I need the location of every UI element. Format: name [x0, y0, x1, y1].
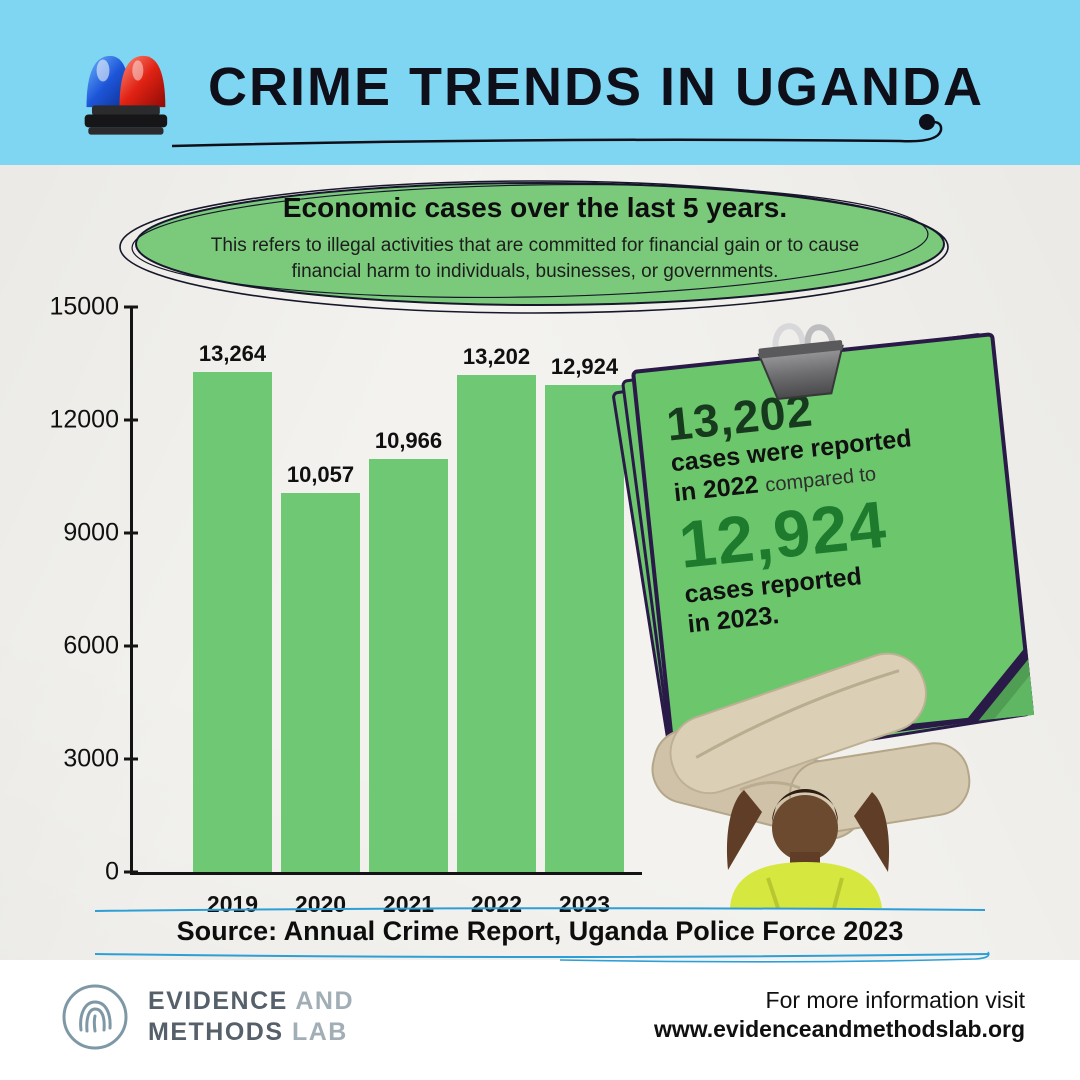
bar-column-2023: 12,924 2023 [545, 307, 624, 917]
header-banner: CRIME TRENDS IN UGANDA [0, 0, 1080, 165]
bar-value-label: 13,202 [462, 343, 531, 369]
x-axis-label: 2020 [294, 891, 347, 917]
bar-column-2020: 10,057 2020 [281, 307, 360, 917]
page-title: CRIME TRENDS IN UGANDA [208, 57, 985, 117]
x-axis-label: 2021 [382, 891, 435, 917]
y-axis-tick-mark [124, 531, 138, 535]
chart-subtitle: This refers to illegal activities that a… [210, 235, 860, 282]
source-divider-top [94, 907, 986, 912]
footer: EVIDENCE AND METHODS LAB For more inform… [0, 960, 1080, 1080]
bar-column-2021: 10,966 2021 [369, 307, 448, 917]
chart-title: Economic cases over the last 5 years. [282, 192, 788, 223]
y-axis-tick-label: 9000 [63, 518, 119, 547]
x-axis-label: 2019 [206, 891, 259, 917]
bar-2019 [193, 372, 272, 872]
website-url: www.evidenceandmethodslab.org [653, 1016, 1025, 1042]
bar-chart-plot: 13,264 2019 10,057 2020 10,966 2021 13,202 2022… [49, 293, 642, 917]
bar-column-2019: 13,264 2019 [193, 307, 272, 917]
logo-word: EVIDENCE [148, 987, 288, 1015]
bar-value-label: 13,264 [198, 341, 267, 367]
bar-2023 [545, 385, 624, 872]
x-axis-label: 2022 [470, 891, 523, 917]
x-axis-label: 2023 [558, 891, 611, 917]
y-axis-tick-mark [124, 870, 138, 874]
y-axis-tick-label: 12000 [49, 405, 119, 434]
bar-2021 [369, 458, 448, 872]
y-axis-tick-mark [124, 418, 138, 422]
y-axis-tick-mark [124, 757, 138, 761]
y-axis-tick-label: 0 [105, 857, 119, 886]
chart-title-badge: Economic cases over the last 5 years. Th… [110, 170, 960, 325]
y-axis-tick-label: 3000 [63, 744, 119, 773]
bar-value-label: 12,924 [550, 354, 619, 380]
source-divider-bottom [94, 951, 990, 963]
y-axis-tick-label: 15000 [49, 292, 119, 321]
evidence-methods-lab-logo: EVIDENCE AND METHODS LAB [148, 986, 354, 1048]
logo-word-light: AND [295, 987, 355, 1015]
fingerprint-logo-icon [62, 984, 128, 1050]
logo-word: METHODS [148, 1018, 284, 1046]
page-curl [964, 645, 1035, 723]
highlight-note: 13,202 cases were reported in 2022 compa… [611, 323, 1035, 773]
y-axis-tick-mark [124, 644, 138, 648]
y-axis-tick-label: 6000 [63, 631, 119, 660]
more-info-text: For more information visit [765, 987, 1025, 1013]
binder-clip-icon [757, 323, 844, 401]
man-carrying-sacks-photo [651, 652, 971, 908]
y-axis-tick-mark [124, 305, 138, 309]
badge-ellipse-shape [119, 180, 949, 314]
bar-2020 [281, 493, 360, 872]
note-page: 13,202 cases were reported in 2022 compa… [630, 331, 1035, 754]
bar-2022 [457, 374, 536, 872]
bar-value-label: 10,966 [374, 427, 443, 453]
logo-word-light: LAB [291, 1018, 348, 1046]
bar-chart-bars: 13,264 2019 10,057 2020 10,966 2021 13,202 2022… [133, 307, 642, 917]
bar-column-2022: 13,202 2022 [457, 307, 536, 917]
police-siren-icon [84, 55, 168, 135]
more-info-block: For more information visit www.evidencea… [654, 986, 1025, 1044]
bar-value-label: 10,057 [286, 462, 355, 488]
source-text: Source: Annual Crime Report, Uganda Poli… [176, 916, 904, 946]
man-figure [726, 789, 890, 908]
